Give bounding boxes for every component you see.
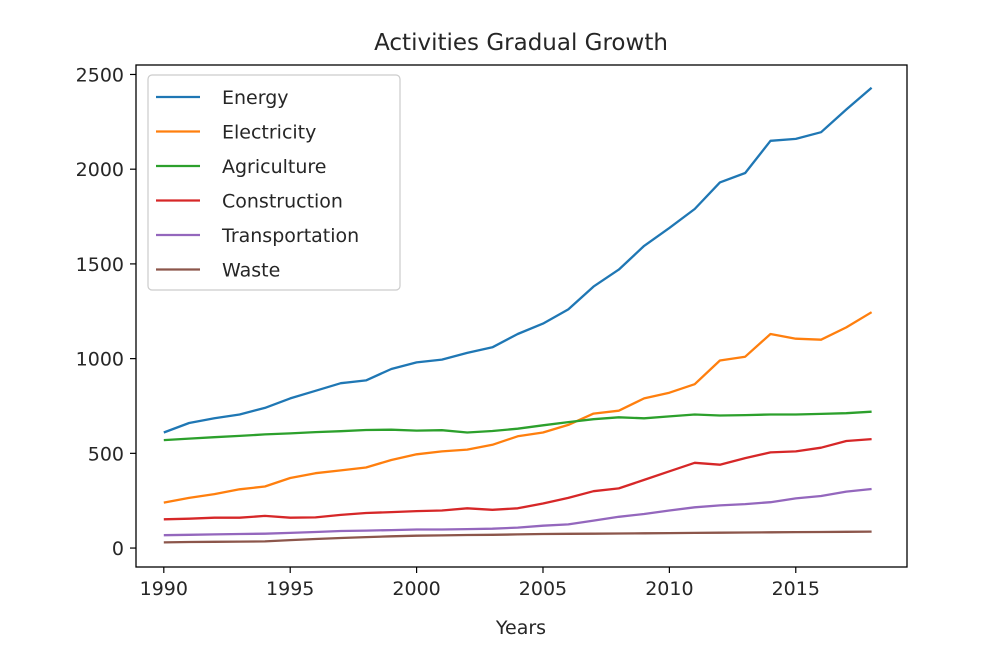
x-tick-label: 2005 xyxy=(519,578,567,600)
y-tick-label: 2500 xyxy=(76,64,124,86)
legend-label-energy: Energy xyxy=(222,87,289,109)
legend-label-electricity: Electricity xyxy=(222,122,316,144)
legend: Energy Electricity Agriculture Construction… xyxy=(147,74,401,291)
legend-box xyxy=(147,74,401,291)
legend-label-transportation: Transportation xyxy=(221,225,359,247)
series-line-waste xyxy=(163,530,872,544)
chart-title: Activities Gradual Growth xyxy=(374,30,668,56)
series-line-energy xyxy=(163,86,873,434)
legend-label-waste: Waste xyxy=(222,260,280,282)
y-axis-ticks: 0 500 1000 1500 2000 2500 xyxy=(76,64,136,560)
y-tick-label: 2000 xyxy=(76,159,124,181)
plot-frame xyxy=(135,64,908,568)
y-tick-label: 1000 xyxy=(76,349,124,371)
x-axis-label: Years xyxy=(495,617,546,639)
x-tick-label: 2000 xyxy=(392,578,440,600)
x-axis-ticks: 1990 1995 2000 2005 2010 2015 xyxy=(140,567,820,600)
y-tick-label: 1500 xyxy=(76,254,124,276)
series-line-electricity xyxy=(163,311,873,504)
series-line-agriculture xyxy=(163,410,872,442)
x-tick-label: 1995 xyxy=(266,578,314,600)
y-tick-label: 500 xyxy=(88,443,124,465)
legend-label-agriculture: Agriculture xyxy=(222,156,327,178)
series-layer xyxy=(163,86,873,544)
x-tick-label: 2010 xyxy=(645,578,693,600)
x-tick-label: 1990 xyxy=(140,578,188,600)
series-line-transportation xyxy=(163,487,872,537)
series-line-construction xyxy=(163,437,872,521)
legend-label-construction: Construction xyxy=(222,191,343,213)
y-tick-label: 0 xyxy=(112,538,124,560)
x-tick-label: 2015 xyxy=(772,578,820,600)
